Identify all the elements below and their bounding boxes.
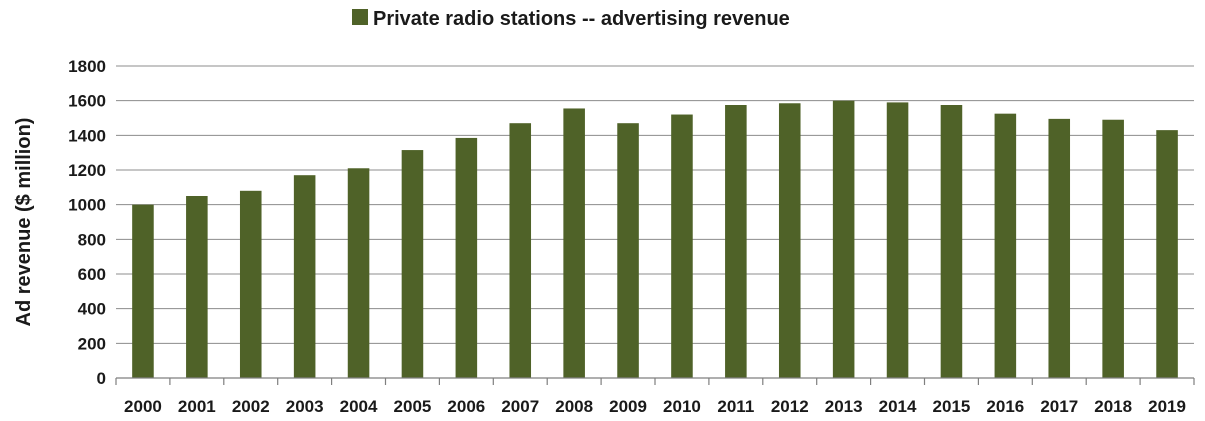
x-tick-label: 2005 [394, 397, 432, 416]
bar-2001 [186, 196, 208, 378]
bar-2004 [347, 168, 370, 378]
x-tick-label: 2010 [663, 397, 701, 416]
bar-2018 [1102, 119, 1124, 378]
y-tick-label: 0 [97, 369, 106, 388]
bar-2013 [832, 100, 855, 379]
y-tick-label: 400 [78, 300, 106, 319]
bar-2005 [401, 150, 424, 378]
bars [132, 100, 1178, 379]
y-tick-label: 1000 [68, 196, 106, 215]
x-tick-label: 2015 [933, 397, 971, 416]
x-tick-label: 2000 [124, 397, 162, 416]
bar-2019 [1156, 130, 1178, 378]
x-tick-label: 2004 [340, 397, 378, 416]
x-tick-label: 2014 [879, 397, 917, 416]
x-tick-label: 2008 [555, 397, 593, 416]
bar-2017 [1048, 118, 1071, 378]
bar-2010 [671, 114, 693, 379]
x-tick-label: 2003 [286, 397, 324, 416]
x-tick-label: 2007 [501, 397, 539, 416]
bar-2016 [994, 113, 1017, 379]
x-tick-label: 2009 [609, 397, 647, 416]
x-tick-label: 2016 [986, 397, 1024, 416]
bar-2014 [886, 102, 909, 379]
bar-2000 [132, 204, 154, 378]
bar-2003 [293, 175, 316, 378]
x-tick-label: 2019 [1148, 397, 1186, 416]
x-tick-label: 2002 [232, 397, 270, 416]
x-tick-label: 2006 [447, 397, 485, 416]
bar-2002 [239, 190, 262, 378]
bar-2015 [940, 105, 963, 378]
bar-2007 [509, 123, 532, 378]
gridlines [116, 65, 1194, 379]
legend-label: Private radio stations -- advertising re… [373, 8, 790, 30]
bar-2012 [778, 103, 801, 379]
x-axis-tick-labels: 2000 2001 2002 2003 2004 2005 2006 2007 2008 2009… [124, 397, 1186, 416]
x-tick-label: 2012 [771, 397, 809, 416]
y-tick-label: 200 [78, 334, 106, 353]
x-tick-label: 2013 [825, 397, 863, 416]
legend-swatch [352, 9, 368, 25]
y-axis-tick-labels: 0 200 400 600 800 1000 1200 1400 1600 1800 [68, 57, 106, 388]
x-tick-label: 2018 [1094, 397, 1132, 416]
y-axis-title: Ad revenue ($ million) [13, 118, 35, 327]
y-tick-label: 1400 [68, 126, 106, 145]
x-axis [115, 377, 1195, 385]
y-tick-label: 1200 [68, 161, 106, 180]
y-tick-label: 600 [78, 265, 106, 284]
bar-2008 [563, 108, 585, 378]
bar-2006 [455, 137, 478, 378]
y-tick-label: 1600 [68, 92, 106, 111]
x-tick-label: 2011 [717, 397, 754, 416]
y-tick-label: 1800 [68, 57, 106, 76]
x-tick-label: 2001 [178, 397, 216, 416]
bar-2009 [617, 123, 639, 378]
legend: Private radio stations -- advertising re… [352, 8, 790, 30]
y-tick-label: 800 [78, 230, 106, 249]
bar-2011 [725, 105, 747, 378]
x-tick-label: 2017 [1040, 397, 1078, 416]
